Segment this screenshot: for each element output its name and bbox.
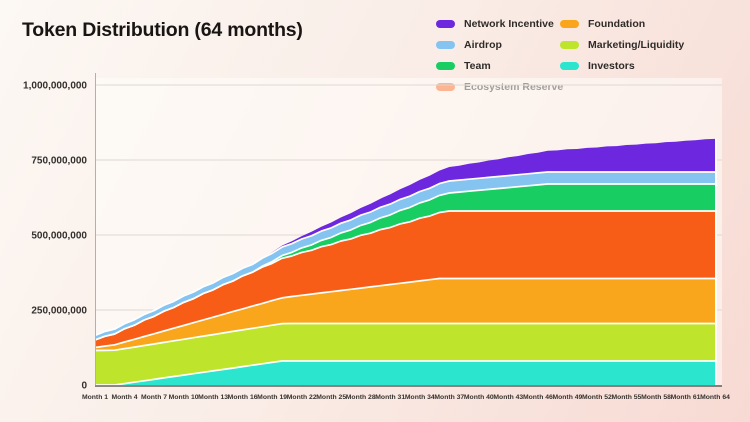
legend-item-network-incentive: Network Incentive [436, 13, 560, 34]
legend-item-marketing-liquidity: Marketing/Liquidity [560, 34, 684, 55]
band-divider [94, 183, 715, 341]
legend-label: Investors [588, 59, 635, 72]
legend-label: Foundation [588, 17, 646, 30]
x-tick-label: Month 40 [464, 394, 494, 401]
x-tick-label: Month 64 [700, 394, 730, 401]
x-tick-label: Month 55 [611, 394, 641, 401]
x-tick-label: Month 49 [552, 394, 582, 401]
x-tick-label: Month 19 [257, 394, 287, 401]
area-investors [95, 361, 715, 385]
legend-item-airdrop: Airdrop [436, 34, 560, 55]
x-tick-label: Month 16 [228, 394, 258, 401]
x-tick-label: Month 28 [346, 394, 376, 401]
y-tick-label: 750,000,000 [31, 156, 87, 167]
y-tick-label: 250,000,000 [31, 306, 87, 317]
legend-item-investors: Investors [560, 55, 684, 76]
legend-swatch-investors [560, 61, 579, 70]
area-airdrop [95, 172, 715, 340]
x-tick-label: Month 10 [169, 394, 199, 401]
y-tick-label: 0 [81, 381, 87, 392]
band-divider [94, 277, 715, 349]
x-tick-label: Month 22 [287, 394, 317, 401]
area-team [95, 184, 715, 340]
x-tick-label: Month 61 [671, 394, 701, 401]
x-tick-label: Month 46 [523, 394, 553, 401]
x-tick-label: Month 52 [582, 394, 612, 401]
y-tick-label: 500,000,000 [31, 231, 87, 242]
x-tick-label: Month 13 [198, 394, 228, 401]
area-marketing-liquidity [95, 323, 715, 385]
legend-swatch-airdrop [436, 40, 455, 49]
legend-item-foundation: Foundation [560, 13, 684, 34]
x-tick-label: Month 58 [641, 394, 671, 401]
x-tick-label: Month 25 [316, 394, 346, 401]
x-tick-label: Month 1 [82, 394, 108, 401]
legend-swatch-marketing-liquidity [560, 40, 579, 49]
x-tick-label: Month 4 [111, 394, 137, 401]
chart-title: Token Distribution (64 months) [22, 19, 303, 41]
band-divider [95, 360, 715, 386]
legend-swatch-team [436, 61, 455, 70]
x-tick-label: Month 34 [405, 394, 435, 401]
legend-column-1: Foundation Marketing/Liquidity Investors [560, 13, 684, 97]
band-divider [94, 322, 715, 352]
legend-label: Team [464, 59, 491, 72]
legend-swatch-network-incentive [436, 19, 455, 28]
legend-label: Marketing/Liquidity [588, 38, 685, 51]
y-tick-label: 1,000,000,000 [23, 81, 87, 92]
legend-label: Airdrop [464, 38, 502, 51]
area-ecosystem-reserve [95, 211, 715, 348]
legend-swatch-foundation [560, 19, 579, 28]
x-tick-label: Month 43 [493, 394, 523, 401]
legend-label: Network Incentive [464, 17, 554, 30]
x-tick-label: Month 7 [141, 394, 167, 401]
area-network-incentive [95, 138, 715, 336]
x-tick-label: Month 31 [375, 394, 405, 401]
band-divider [94, 171, 715, 337]
area-foundation [95, 278, 715, 351]
legend-item-team: Team [436, 55, 560, 76]
x-tick-label: Month 37 [434, 394, 464, 401]
